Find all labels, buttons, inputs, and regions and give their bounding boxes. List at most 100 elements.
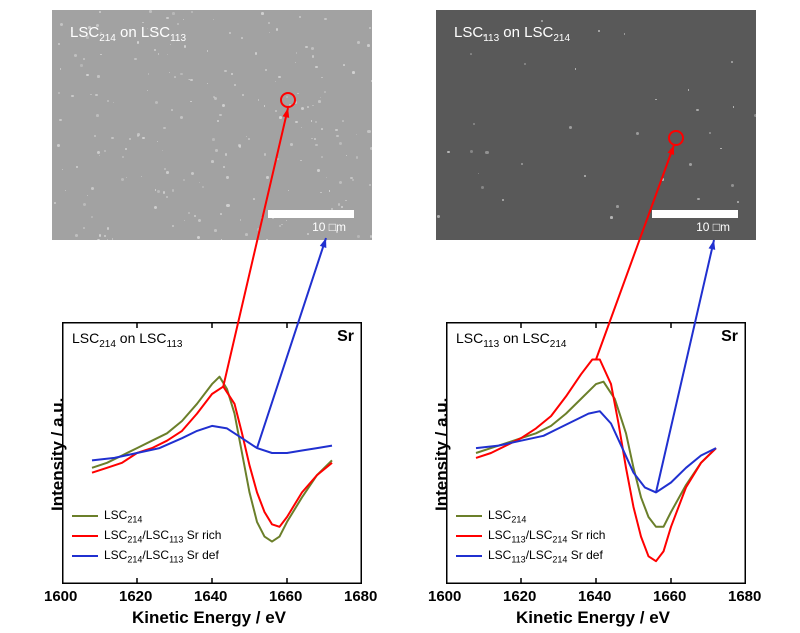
speckle xyxy=(54,202,56,204)
speckle xyxy=(141,176,142,177)
speckle xyxy=(71,95,73,97)
speckle xyxy=(266,176,269,179)
speckle xyxy=(142,22,143,23)
speckle xyxy=(197,236,200,239)
speckle xyxy=(305,46,307,48)
speckle xyxy=(59,119,62,122)
speckle xyxy=(226,176,228,178)
x-tick-label: 1600 xyxy=(44,588,77,605)
speckle xyxy=(317,169,320,172)
chart-title: LSC214 on LSC113 xyxy=(72,330,182,350)
speckle xyxy=(315,121,316,122)
sem-image-right: LSC113 on LSC21410 □m xyxy=(436,10,756,240)
speckle xyxy=(318,100,321,103)
x-tick-label: 1660 xyxy=(653,588,686,605)
speckle xyxy=(104,235,106,237)
speckle xyxy=(321,128,323,130)
speckle xyxy=(447,151,449,153)
legend-swatch xyxy=(456,535,482,538)
x-tick-label: 1640 xyxy=(194,588,227,605)
speckle xyxy=(223,166,225,168)
speckle xyxy=(83,58,85,60)
speckle xyxy=(190,79,192,81)
element-label: Sr xyxy=(337,328,354,346)
scalebar-label: 10 □m xyxy=(312,220,346,234)
legend-label: LSC113/LSC214 Sr rich xyxy=(488,528,605,544)
speckle xyxy=(214,97,217,100)
speckle xyxy=(311,47,314,50)
legend-item: LSC214/LSC113 Sr rich xyxy=(72,528,221,544)
speckle xyxy=(194,215,196,217)
speckle xyxy=(268,22,270,24)
speckle xyxy=(60,23,63,26)
speckle xyxy=(222,104,225,107)
speckle xyxy=(336,135,339,138)
speckle xyxy=(202,186,204,188)
legend-item: LSC113/LSC214 Sr def xyxy=(456,548,605,564)
spectrum-chart-left: LSC214 on LSC113 Sr LSC214 LSC214/LSC113 Sr… xyxy=(62,322,362,584)
x-tick-label: 1680 xyxy=(728,588,761,605)
speckle xyxy=(437,215,440,218)
speckle xyxy=(295,121,297,123)
speckle xyxy=(57,144,60,147)
speckle xyxy=(95,94,97,96)
speckle xyxy=(75,234,78,237)
x-axis-label: Kinetic Energy / eV xyxy=(516,608,670,628)
speckle xyxy=(158,53,159,54)
speckle xyxy=(184,45,187,48)
speckle xyxy=(171,109,173,111)
speckle xyxy=(215,149,218,152)
legend: LSC214 LSC214/LSC113 Sr rich LSC214/LSC113… xyxy=(72,508,221,568)
legend-item: LSC214 xyxy=(72,508,221,524)
speckle xyxy=(229,32,231,34)
speckle xyxy=(339,142,342,145)
speckle xyxy=(245,233,248,236)
speckle xyxy=(149,10,152,13)
speckle xyxy=(191,172,194,175)
speckle xyxy=(172,12,175,15)
speckle xyxy=(610,216,613,219)
speckle xyxy=(214,229,217,232)
speckle xyxy=(279,116,282,119)
speckle xyxy=(307,106,309,108)
speckle xyxy=(276,158,279,161)
legend-item: LSC214 xyxy=(456,508,605,524)
speckle xyxy=(83,203,86,206)
speckle xyxy=(478,173,479,174)
series-Sr_def xyxy=(476,411,716,492)
speckle xyxy=(356,134,357,135)
marker-circle xyxy=(668,130,684,146)
scalebar-label: 10 □m xyxy=(696,220,730,234)
legend-label: LSC214/LSC113 Sr def xyxy=(104,548,219,564)
speckle xyxy=(481,186,484,189)
speckle xyxy=(636,132,639,135)
speckle xyxy=(126,177,127,178)
scalebar xyxy=(652,210,738,218)
speckle xyxy=(91,187,94,190)
sem-title: LSC214 on LSC113 xyxy=(70,24,186,44)
speckle xyxy=(473,123,475,125)
legend-swatch xyxy=(456,515,482,518)
speckle xyxy=(616,205,619,208)
speckle xyxy=(731,61,733,63)
x-tick-label: 1620 xyxy=(119,588,152,605)
speckle xyxy=(709,132,711,134)
speckle xyxy=(470,150,473,153)
sem-background xyxy=(436,10,756,240)
speckle xyxy=(754,114,756,117)
speckle xyxy=(370,147,372,150)
speckle xyxy=(180,73,183,76)
legend-swatch xyxy=(72,535,98,538)
speckle xyxy=(324,91,326,93)
speckle xyxy=(166,196,168,198)
speckle xyxy=(342,120,344,122)
speckle xyxy=(371,80,372,82)
legend-swatch xyxy=(72,515,98,518)
speckle xyxy=(107,100,109,102)
speckle xyxy=(80,64,82,66)
speckle xyxy=(286,220,287,221)
speckle xyxy=(248,138,250,140)
speckle xyxy=(261,12,264,15)
speckle xyxy=(107,239,108,240)
speckle xyxy=(655,99,656,100)
